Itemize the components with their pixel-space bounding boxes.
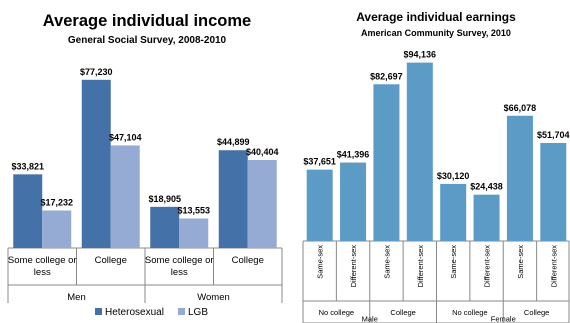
right-subgroup-label: College — [390, 308, 415, 317]
right-category-label: Same-sex — [449, 245, 458, 279]
left-category-label: College — [232, 255, 264, 266]
right-bar — [540, 143, 567, 241]
right-bar-value-label: $82,697 — [370, 71, 403, 81]
left-category-label: less — [171, 267, 188, 278]
right-category-label: Same-sex — [382, 245, 391, 279]
right-bar-value-label: $66,078 — [504, 103, 537, 113]
right-category-label: Different-sex — [483, 245, 492, 288]
left-bar-value-label: $47,104 — [109, 132, 142, 142]
right-category-label: Same-sex — [316, 245, 325, 279]
left-bar-heterosexual — [13, 174, 43, 248]
left-bar-value-label: $33,821 — [11, 161, 44, 171]
left-bar-heterosexual — [218, 150, 248, 248]
legend-swatch-heterosexual — [95, 308, 102, 315]
left-bar-lgb — [179, 218, 209, 248]
left-category-label: less — [34, 267, 51, 278]
right-bar-value-label: $51,704 — [537, 130, 570, 140]
right-subgroup-label: College — [524, 308, 549, 317]
left-bar-heterosexual — [150, 206, 180, 248]
right-chart-plot: $37,651 Same-sex $41,396 Different-sex $82,6… — [302, 50, 570, 323]
left-bar-lgb — [247, 160, 277, 248]
right-bar — [506, 115, 533, 241]
left-chart-legend: Heterosexual LGB — [95, 307, 208, 318]
right-bar — [406, 62, 433, 241]
right-category-label: Different-sex — [549, 245, 558, 288]
left-bar-heterosexual — [81, 79, 111, 249]
right-group-label: Male — [362, 315, 378, 323]
legend-swatch-lgb — [178, 308, 185, 315]
right-subgroup-label: No college — [452, 308, 487, 317]
right-bar-value-label: $41,396 — [337, 150, 370, 160]
left-group-label: Women — [197, 292, 230, 303]
right-bar — [306, 169, 333, 241]
left-category-label: Some college or — [145, 255, 214, 266]
right-chart-subtitle: American Community Survey, 2010 — [361, 28, 511, 38]
right-subgroup-label: No college — [319, 308, 354, 317]
right-bar-value-label: $24,438 — [470, 182, 503, 192]
right-bar-value-label: $30,120 — [437, 171, 470, 181]
right-bar-value-label: $94,136 — [404, 50, 437, 60]
left-bar-value-label: $44,899 — [217, 137, 250, 147]
left-bar-value-label: $40,404 — [246, 147, 279, 157]
right-bar — [340, 162, 367, 241]
left-category-label: Some college or — [8, 255, 77, 266]
right-group-label: Female — [491, 315, 516, 323]
left-bar-lgb — [42, 210, 72, 248]
right-category-label: Different-sex — [416, 245, 425, 288]
right-bar-value-label: $37,651 — [303, 157, 336, 167]
legend-label-lgb: LGB — [188, 307, 208, 318]
left-bar-lgb — [110, 145, 140, 248]
left-bar-value-label: $18,905 — [148, 194, 181, 204]
right-category-label: Same-sex — [516, 245, 525, 279]
legend-label-heterosexual: Heterosexual — [105, 307, 164, 318]
left-bar-value-label: $17,232 — [40, 197, 73, 207]
right-bar — [373, 84, 400, 241]
left-chart-title: Average individual income — [43, 12, 251, 30]
right-bar — [473, 194, 500, 241]
left-bar-value-label: $13,553 — [177, 205, 210, 215]
right-chart-title: Average individual earnings — [356, 10, 516, 24]
right-bar — [440, 183, 467, 241]
right-category-label: Different-sex — [349, 245, 358, 288]
left-bar-value-label: $77,230 — [80, 67, 113, 77]
left-chart-subtitle: General Social Survey, 2008-2010 — [68, 35, 227, 46]
left-category-label: College — [95, 255, 127, 266]
left-group-label: Men — [67, 292, 85, 303]
